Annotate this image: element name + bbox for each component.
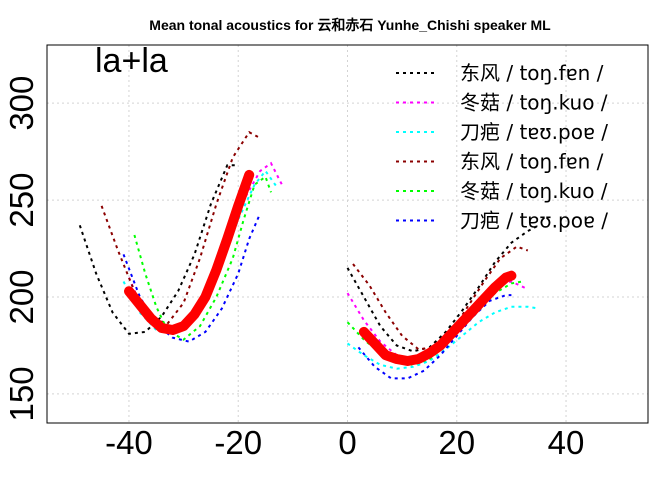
legend-entry: 东风 / toŋ.fɐn / — [460, 150, 604, 174]
x-tick-label: 20 — [438, 424, 475, 461]
legend-entry: 冬菇 / toŋ.kuo / — [460, 179, 608, 203]
series-1-second-syllable — [346, 224, 540, 353]
x-tick-label: 0 — [338, 424, 356, 461]
panel-label: la+la — [95, 42, 168, 80]
y-tick-label: 300 — [3, 76, 40, 131]
chart-title: Mean tonal acoustics for 云和赤石 Yunhe_Chis… — [149, 17, 551, 33]
x-tick-label: -40 — [105, 424, 153, 461]
y-tick-label: 200 — [3, 269, 40, 324]
x-tick-label: 40 — [548, 424, 585, 461]
series-6-second-syllable — [357, 294, 512, 380]
y-tick-label: 150 — [3, 366, 40, 421]
legend-entry: 刀疤 / tɐʊ.poɐ / — [460, 120, 608, 144]
series-7-second-syllable — [358, 270, 517, 366]
x-tick-label: -20 — [214, 424, 262, 461]
series-4-second-syllable — [352, 245, 529, 351]
series-5-first-syllable — [133, 175, 272, 341]
series-2-first-syllable — [128, 161, 283, 333]
series-1-first-syllable — [78, 164, 239, 335]
plot-frame — [46, 44, 649, 424]
grid-lines — [47, 45, 648, 423]
legend-entry: 刀疤 / tɐʊ.poɐ / — [460, 209, 608, 233]
series-6-first-syllable — [122, 213, 262, 343]
legend-entry: 东风 / toŋ.fɐn / — [460, 61, 604, 85]
y-tick-label: 250 — [3, 173, 40, 228]
series-4-first-syllable — [100, 130, 261, 326]
legend: 东风 / toŋ.fɐn / 冬菇 / toŋ.kuo / 刀疤 / tɐʊ.poɐ… — [396, 61, 608, 233]
legend-entry: 冬菇 / toŋ.kuo / — [460, 91, 608, 115]
series-layer — [78, 130, 540, 380]
series-7-first-syllable — [124, 169, 255, 335]
tick-labels: -40 -20 0 20 40 150 200 250 300 — [3, 76, 584, 461]
